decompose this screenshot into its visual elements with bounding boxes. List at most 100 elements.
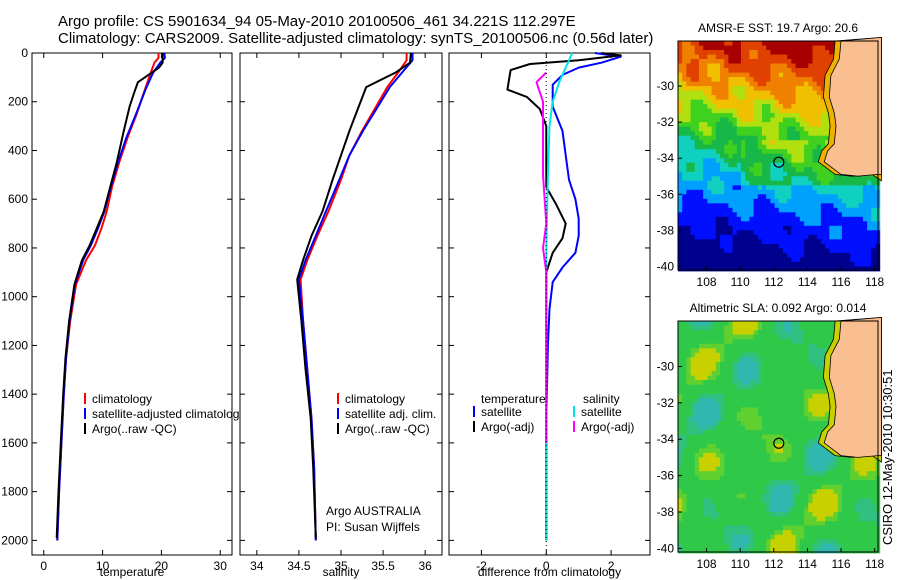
map-cell xyxy=(707,189,713,195)
map-cell xyxy=(699,530,704,536)
map-cell xyxy=(846,489,851,495)
map-cell xyxy=(741,462,746,467)
map-cell xyxy=(820,90,826,96)
map-cell xyxy=(682,131,687,137)
map-cell xyxy=(703,471,708,477)
map-cell xyxy=(787,131,792,137)
map-cell xyxy=(736,144,742,150)
map-cell xyxy=(812,502,818,508)
map-cell xyxy=(804,162,809,168)
map-cell xyxy=(678,539,683,545)
map-cell xyxy=(795,113,801,119)
map-cell xyxy=(804,63,809,69)
map-cell xyxy=(799,480,805,486)
map-cell xyxy=(829,239,834,245)
map-cell xyxy=(862,230,868,236)
map-cell xyxy=(741,194,746,200)
map-cell xyxy=(791,348,797,354)
map-cell xyxy=(837,480,843,486)
map-cell xyxy=(741,512,746,517)
map-cell xyxy=(791,475,797,481)
map-cell xyxy=(720,117,725,123)
map-cell xyxy=(812,493,818,499)
map-cell xyxy=(762,325,767,331)
map-cell xyxy=(858,539,864,545)
map-cell xyxy=(812,81,818,87)
map-cell xyxy=(707,140,713,146)
map-cell xyxy=(787,457,792,463)
map-cell xyxy=(694,162,700,168)
map-cell xyxy=(707,117,713,123)
map-cell xyxy=(736,325,742,331)
map-cell xyxy=(766,198,771,204)
map-cell xyxy=(724,507,729,513)
map-cell xyxy=(787,50,792,55)
map-cell xyxy=(694,77,700,83)
map-cell xyxy=(715,266,721,272)
map-cell xyxy=(745,216,750,222)
map-cell xyxy=(825,252,830,258)
map-cell xyxy=(753,361,759,367)
map-cell xyxy=(749,194,755,200)
map-cell xyxy=(774,325,780,331)
map-cell xyxy=(720,176,725,182)
map-cell xyxy=(833,252,839,258)
map-cell xyxy=(774,95,780,101)
map-cell xyxy=(791,135,797,141)
map-cell xyxy=(770,207,776,213)
map-cell xyxy=(812,68,818,73)
map-cell xyxy=(682,144,687,150)
map-cell xyxy=(720,512,725,517)
map-cell xyxy=(808,63,813,69)
map-cell xyxy=(749,248,755,254)
map-cell xyxy=(707,216,713,222)
map-cell xyxy=(791,198,797,204)
map-cell xyxy=(741,430,746,436)
map-cell xyxy=(757,126,763,132)
map-cell xyxy=(766,516,771,522)
map-cell xyxy=(715,117,721,123)
map-cell xyxy=(867,512,872,517)
map-cell xyxy=(795,516,801,522)
map-cell xyxy=(757,512,763,517)
map-cell xyxy=(791,99,797,105)
map-cell xyxy=(753,439,759,445)
map-cell xyxy=(694,99,700,105)
map-cell xyxy=(720,321,725,326)
map-cell xyxy=(703,489,708,495)
map-cell xyxy=(862,457,868,463)
map-cell xyxy=(711,507,717,513)
map-cell xyxy=(757,261,763,267)
map-cell xyxy=(816,357,822,363)
map-cell xyxy=(829,266,834,272)
map-cell xyxy=(795,543,801,549)
map-cell xyxy=(799,439,805,445)
map-cell xyxy=(833,239,839,245)
map-cell xyxy=(816,176,822,182)
map-cell xyxy=(762,99,767,105)
map-cell xyxy=(720,530,725,536)
map-cell xyxy=(711,325,717,331)
map-cell xyxy=(804,407,809,413)
map-cell xyxy=(753,126,759,132)
map-cell xyxy=(783,471,788,477)
map-cell xyxy=(778,45,784,51)
map-cell xyxy=(770,54,776,60)
map-cell xyxy=(770,194,776,200)
map-cell xyxy=(766,502,771,508)
map-cell xyxy=(720,252,725,258)
map-cell xyxy=(804,122,809,128)
map-cell xyxy=(699,416,704,422)
map-cell xyxy=(745,421,750,426)
map-cell xyxy=(812,257,818,263)
map-cell xyxy=(678,63,683,69)
map-cell xyxy=(711,321,717,326)
map-cell xyxy=(690,54,696,60)
map-cell xyxy=(757,77,763,83)
map-cell xyxy=(745,68,750,73)
map-cell xyxy=(787,434,792,440)
map-cell xyxy=(678,113,683,119)
map-cell xyxy=(753,162,759,168)
map-cell xyxy=(808,194,813,200)
map-cell xyxy=(762,135,767,141)
